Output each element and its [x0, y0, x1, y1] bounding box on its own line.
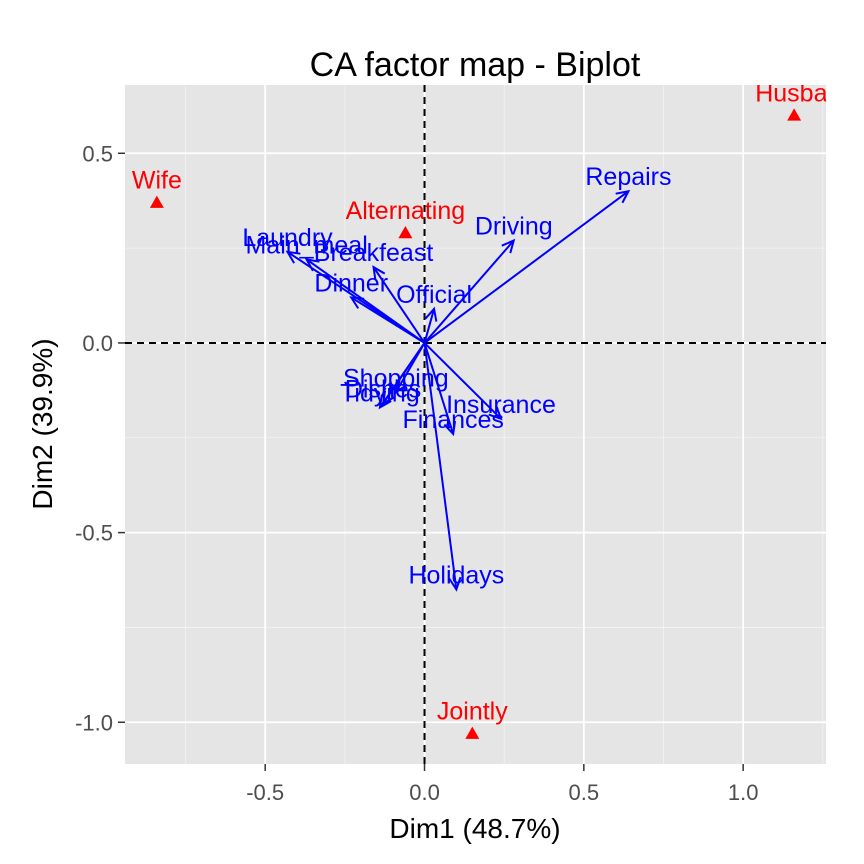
arrow-dinner — [350, 296, 426, 344]
arrow-label-main-meal: Main_meal — [245, 231, 367, 259]
arrow-finances — [423, 342, 455, 435]
arrow-label-insurance: Insurance — [446, 391, 556, 419]
arrow-label-holidays: Holidays — [408, 562, 504, 590]
column-points: Wife Alternating Husbai Jointly — [132, 79, 833, 739]
arrowhead-tidying — [378, 394, 392, 410]
zero-lines — [125, 85, 826, 764]
x-tick-label: 1.0 — [728, 780, 759, 805]
arrowhead-insurance — [488, 406, 503, 421]
arrowhead-finances — [443, 420, 457, 437]
arrow-label-official: Official — [396, 281, 472, 309]
y-axis-label: Dim2 (39.9%) — [27, 338, 58, 509]
y-axis-ticks: -1.0 -0.5 0.0 0.5 — [75, 141, 125, 735]
arrowhead-breakfeast — [372, 265, 386, 281]
arrow-official — [423, 308, 436, 344]
x-axis-ticks: -0.5 0.0 0.5 1.0 — [246, 764, 758, 805]
arrow-driving — [423, 239, 515, 344]
arrow-label-finances: Finances — [402, 406, 503, 434]
grid-minor — [125, 85, 826, 764]
arrow-insurance — [423, 342, 502, 420]
arrow-label-driving: Driving — [475, 213, 553, 241]
arrow-label-tidying: Tidying — [340, 379, 420, 407]
y-tick-label: -0.5 — [75, 521, 113, 546]
arrow-label-shopping: Shopping — [343, 364, 449, 392]
point-husband — [787, 108, 802, 121]
point-alternating — [398, 225, 413, 239]
plot-panel — [125, 85, 826, 764]
arrow-label-dishes: Dishes — [345, 376, 421, 404]
arrow-holidays — [423, 342, 458, 590]
point-wife — [149, 195, 164, 208]
x-tick-label: 0.0 — [409, 780, 440, 805]
arrowhead-holidays — [448, 576, 462, 592]
x-tick-label: -0.5 — [246, 780, 284, 805]
arrowhead-repairs — [615, 189, 631, 204]
arrow-label-repairs: Repairs — [585, 163, 671, 191]
point-label-jointly: Jointly — [437, 698, 508, 726]
arrow-tidying — [379, 342, 426, 408]
y-tick-label: 0.0 — [82, 331, 113, 356]
arrow-main-meal — [306, 258, 426, 344]
arrowhead-laundry — [285, 250, 301, 264]
arrowhead-official — [424, 306, 438, 322]
arrowhead-main-meal — [304, 258, 320, 272]
chart-title: CA factor map - Biplot — [310, 46, 641, 84]
point-jointly — [465, 726, 480, 739]
arrow-label-laundry: Laundry — [242, 224, 333, 252]
y-tick-label: 0.5 — [82, 141, 113, 166]
arrowhead-driving — [501, 238, 516, 254]
point-label-alternating: Alternating — [346, 197, 466, 225]
arrow-label-breakfeast: Breakfeast — [314, 239, 434, 267]
y-tick-label: -1.0 — [75, 710, 113, 735]
arrow-breakfeast — [372, 266, 426, 344]
point-label-wife: Wife — [132, 167, 182, 195]
arrowhead-dinner — [349, 296, 365, 309]
x-tick-label: 0.5 — [569, 780, 600, 805]
x-axis-label: Dim1 (48.7%) — [389, 813, 560, 844]
point-label-husband: Husbai — [755, 79, 833, 107]
arrow-repairs — [423, 190, 630, 344]
arrow-label-dinner: Dinner — [314, 269, 388, 297]
